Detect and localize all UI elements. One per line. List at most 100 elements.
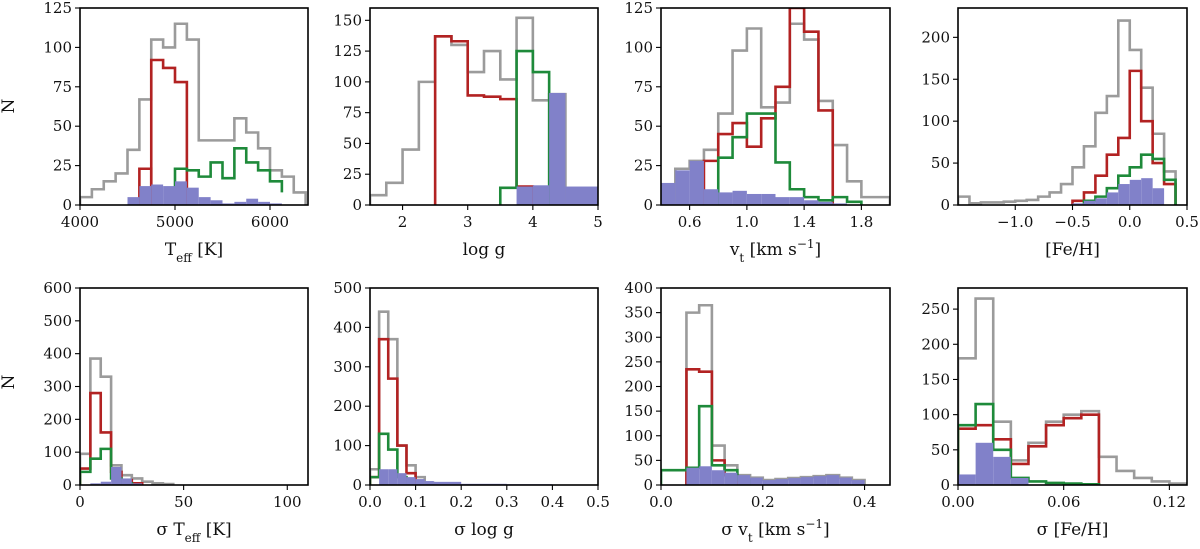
hist-step-line bbox=[1071, 69, 1177, 205]
y-axis-label-top: N bbox=[0, 98, 19, 113]
x-tick-label: 0.0 bbox=[649, 493, 673, 511]
hist-bar bbox=[675, 170, 690, 205]
axes-frame bbox=[660, 287, 891, 486]
series-0 bbox=[958, 297, 1187, 485]
hist-bar bbox=[111, 466, 122, 485]
x-tick-label: 0.6 bbox=[678, 213, 702, 231]
panel-vt: 0.6 1.0 1.4 1.8 0 25 50 75 100 125 vt [km s−1] bbox=[624, 0, 891, 265]
y-tick-label: 75 bbox=[343, 104, 362, 122]
hist-bar bbox=[762, 480, 776, 485]
hist-bar bbox=[1129, 179, 1142, 205]
hist-bar bbox=[699, 466, 712, 485]
series-3 bbox=[379, 469, 598, 485]
y-tick-label: 125 bbox=[624, 0, 653, 17]
y-tick-label: 500 bbox=[333, 279, 362, 297]
y-tick-label: 500 bbox=[43, 312, 72, 330]
y-tick-label: 200 bbox=[43, 410, 72, 428]
series-3 bbox=[1072, 178, 1165, 205]
hist-bar bbox=[724, 472, 738, 485]
y-tick-label: 100 bbox=[624, 427, 653, 445]
y-axis-label-bottom: N bbox=[0, 374, 19, 389]
hist-bar bbox=[958, 474, 976, 485]
y-tick-label: 125 bbox=[333, 42, 362, 60]
y-tick-label: 350 bbox=[624, 304, 653, 322]
y-tick-label: 200 bbox=[624, 378, 653, 396]
y-tick-label: 100 bbox=[333, 437, 362, 455]
x-tick-label: 0.12 bbox=[1153, 493, 1186, 511]
y-tick-label: 75 bbox=[53, 78, 72, 96]
hist-step-line bbox=[1082, 153, 1177, 205]
hist-bar bbox=[851, 480, 865, 485]
hist-bar bbox=[151, 184, 164, 205]
y-tick-label: 50 bbox=[343, 134, 362, 152]
hist-bar bbox=[661, 182, 676, 205]
hist-bar bbox=[826, 475, 840, 485]
axes-frame bbox=[369, 7, 599, 206]
y-tick-label: 50 bbox=[634, 451, 653, 469]
hist-bar bbox=[565, 186, 598, 205]
y-tick-label: 100 bbox=[921, 406, 950, 424]
hist-bar bbox=[139, 186, 152, 205]
hist-bar bbox=[1152, 188, 1165, 205]
y-tick-label: 100 bbox=[921, 112, 950, 130]
hist-step-line bbox=[702, 8, 835, 205]
y-tick-label: 100 bbox=[43, 443, 72, 461]
axes-frame bbox=[369, 287, 599, 486]
panel-teff: 4000 5000 6000 0 25 50 75 100 125 Teff [K] bbox=[43, 0, 309, 265]
hist-bar bbox=[234, 201, 247, 205]
x-axis-label: log g bbox=[463, 240, 506, 260]
y-tick-label: 250 bbox=[624, 353, 653, 371]
hist-bar bbox=[246, 198, 259, 205]
x-axis-label: σ log g bbox=[454, 520, 514, 540]
y-tick-label: 50 bbox=[931, 441, 950, 459]
hist-bar bbox=[788, 478, 801, 485]
hist-bar bbox=[100, 481, 112, 485]
hist-bar bbox=[737, 475, 751, 485]
series-0 bbox=[958, 19, 1177, 205]
hist-bar bbox=[718, 192, 733, 205]
y-tick-label: 25 bbox=[634, 157, 653, 175]
x-tick-label: 6000 bbox=[251, 213, 289, 231]
x-tick-label: 5000 bbox=[156, 213, 194, 231]
x-tick-label: 0.5 bbox=[1175, 213, 1199, 231]
hist-bar bbox=[789, 197, 805, 205]
hist-step-line bbox=[370, 337, 417, 485]
y-tick-label: 150 bbox=[624, 402, 653, 420]
x-tick-label: 2 bbox=[398, 213, 408, 231]
y-tick-label: 200 bbox=[921, 28, 950, 46]
hist-bar bbox=[90, 483, 101, 485]
y-tick-label: 0 bbox=[940, 476, 950, 494]
hist-bar bbox=[532, 185, 550, 205]
hist-bar bbox=[1083, 200, 1096, 205]
x-tick-label: 4 bbox=[528, 213, 538, 231]
x-tick-label: 0.06 bbox=[1047, 493, 1080, 511]
hist-bar bbox=[761, 193, 776, 205]
hist-bar bbox=[775, 197, 790, 205]
x-axis-label: Teff [K] bbox=[165, 240, 223, 265]
hist-step-line bbox=[716, 112, 863, 205]
y-tick-label: 300 bbox=[333, 358, 362, 376]
y-tick-label: 100 bbox=[333, 73, 362, 91]
x-tick-label: 0.3 bbox=[495, 493, 519, 511]
y-tick-label: 75 bbox=[634, 78, 653, 96]
series-0 bbox=[80, 22, 307, 205]
y-tick-label: 200 bbox=[921, 335, 950, 353]
hist-step-line bbox=[173, 146, 284, 205]
y-tick-label: 250 bbox=[921, 300, 950, 318]
hist-bar bbox=[379, 469, 389, 485]
x-tick-label: 0.00 bbox=[941, 493, 974, 511]
x-tick-label: −1.0 bbox=[997, 213, 1033, 231]
hist-bar bbox=[1106, 192, 1119, 205]
x-axis-label: σ [Fe/H] bbox=[1037, 520, 1109, 540]
hist-bar bbox=[397, 473, 407, 485]
x-tick-label: 0.5 bbox=[586, 493, 610, 511]
hist-bar bbox=[686, 467, 700, 485]
hist-bar bbox=[424, 481, 434, 485]
hist-step-line bbox=[498, 49, 551, 205]
y-tick-label: 150 bbox=[333, 11, 362, 29]
hist-bar bbox=[406, 477, 416, 485]
hist-bar bbox=[1095, 198, 1107, 205]
series-2 bbox=[716, 112, 863, 205]
hist-bar bbox=[813, 476, 827, 485]
